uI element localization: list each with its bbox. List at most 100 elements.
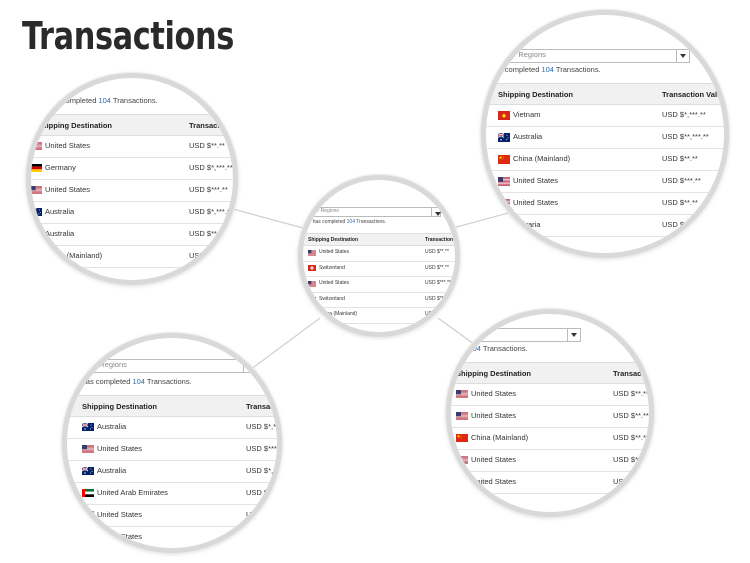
us-flag-icon: [82, 445, 94, 453]
china-flag-icon: [31, 252, 42, 260]
transaction-value: USD $**.**: [662, 154, 698, 163]
transaction-value: USD $**.**: [425, 327, 449, 333]
us-flag-icon: [456, 478, 468, 486]
country-region-dropdown[interactable]: Countries / Regions: [486, 49, 690, 63]
switzerland-flag-icon: [308, 265, 316, 272]
transaction-value: USD $*,***.**: [246, 488, 282, 497]
bulgaria-flag-icon: [498, 220, 510, 230]
table-row: Australia USD $*,***.**: [67, 416, 282, 439]
shipping-destination: United States: [319, 327, 350, 333]
table-row: United States USD $**.**: [303, 245, 455, 262]
shipping-destination: Australia: [513, 132, 543, 141]
us-flag-icon: [456, 390, 468, 398]
shipping-destination: United States: [513, 198, 559, 207]
transaction-value: USD $**.**: [189, 229, 225, 238]
us-flag-icon: [31, 186, 42, 194]
us-flag-icon: [498, 198, 510, 208]
shipping-destination: United States: [45, 185, 91, 194]
australia-flag-icon: [82, 467, 94, 475]
transaction-summary: This supplier has completed 104 Transact…: [299, 219, 387, 225]
table-row: Australia USD $*,***.**: [67, 460, 277, 483]
uae-flag-icon: [82, 489, 94, 497]
table-row: China (Mainland) USD $**.**: [451, 427, 649, 450]
magnifier-bottom-left: Countries / Regions This supplier has co…: [62, 333, 282, 553]
us-flag-icon: [82, 511, 94, 519]
chevron-down-icon: [243, 360, 256, 372]
transaction-summary: This supplier has completed 104 Transact…: [446, 344, 528, 353]
country-region-dropdown[interactable]: Countries / Regions: [67, 359, 257, 373]
shipping-destination: United States: [319, 280, 350, 287]
table-row: Australia USD $**,***.**: [486, 126, 724, 149]
transaction-value: USD $**.**: [662, 220, 698, 229]
transaction-value: USD $**.**: [613, 411, 649, 420]
shipping-destination: Switzerland: [319, 295, 345, 302]
us-flag-icon: [308, 280, 316, 287]
shipping-destination: Bulgaria: [513, 220, 541, 229]
transaction-value: USD $**,***.**: [662, 132, 709, 141]
shipping-destination: United States: [97, 510, 143, 519]
table-row: Germany USD $*,***.**: [31, 157, 233, 180]
chevron-down-icon: [567, 329, 580, 341]
australia-flag-icon: [31, 230, 42, 238]
transaction-value: USD $**.**: [425, 311, 449, 318]
us-flag-icon: [456, 412, 468, 420]
transaction-value: USD $**.**: [425, 249, 449, 255]
transaction-value: USD $**.**: [425, 264, 449, 271]
transaction-value: USD $***.**: [189, 185, 228, 194]
transaction-summary: This supplier has completed 104 Transact…: [481, 65, 601, 74]
shipping-destination: Australia: [97, 422, 127, 431]
chevron-down-icon: [431, 208, 441, 216]
transaction-summary: This supplier has completed 104 Transact…: [62, 377, 192, 386]
shipping-destination: Australia: [45, 207, 75, 216]
australia-flag-icon: [31, 208, 42, 216]
shipping-destination: Vietnam: [513, 110, 541, 119]
transaction-value: USD $*,***.**: [189, 207, 233, 216]
table-row: United States USD $**.**: [486, 192, 724, 215]
vietnam-flag-icon: [498, 110, 510, 120]
shipping-destination: United States: [513, 242, 559, 251]
transaction-value: USD $**.**: [613, 389, 649, 398]
country-region-dropdown[interactable]: Countries / Regions: [451, 328, 581, 342]
transaction-value: USD $*,***.**: [246, 422, 282, 431]
australia-flag-icon: [82, 423, 94, 431]
shipping-destination: China (Mainland): [45, 251, 103, 260]
shipping-destination: China (Mainland): [471, 433, 529, 442]
shipping-destination: China (Mainland): [513, 154, 571, 163]
table-row: United States USD $**.**: [31, 135, 233, 158]
shipping-destination: United States: [45, 141, 91, 150]
switzerland-flag-icon: [308, 296, 316, 303]
shipping-destination: Switzerland: [319, 264, 345, 271]
magnifier-top-right: Countries / Regions This supplier has co…: [481, 10, 729, 258]
shipping-destination: United Arab Emirates: [97, 488, 168, 497]
us-flag-icon: [456, 456, 468, 464]
transaction-value: USD $*,***.**: [662, 110, 706, 119]
transaction-value: USD $**.**: [613, 433, 649, 442]
shipping-destination: United States: [471, 455, 517, 464]
transaction-value: USD $**.**: [613, 477, 649, 486]
transaction-value: USD $**.**: [189, 251, 225, 260]
magnifier-top-left: This supplier has completed 104 Transact…: [26, 73, 238, 285]
table-header: Shipping Destination Transaction Value: [31, 114, 233, 136]
page-title: Transactions: [22, 14, 234, 58]
us-flag-icon: [308, 327, 316, 332]
chevron-down-icon: [676, 50, 689, 62]
table-row: Vietnam USD $*,***.**: [486, 104, 724, 127]
table-row: United States USD $**.**: [451, 383, 649, 406]
table-row: United Arab Emirates USD $*,***.**: [67, 482, 282, 505]
table-row: United States USD $***.**: [67, 438, 282, 461]
table-header: Shipping Destination Transaction Value: [451, 362, 649, 384]
shipping-destination: United States: [97, 444, 143, 453]
germany-flag-icon: [31, 164, 42, 172]
table-header: Shipping Destination Transaction Value: [67, 395, 277, 417]
table-row: China (Mainland) USD $**.**: [31, 245, 233, 268]
australia-flag-icon: [498, 132, 510, 142]
table-row: Australia USD $**.**: [31, 223, 233, 246]
shipping-destination: United States: [471, 411, 517, 420]
shipping-destination: United States: [471, 477, 517, 486]
transaction-value: USD $***.**: [246, 444, 282, 453]
shipping-destination: United States: [319, 249, 350, 255]
table-row: United States USD $**.**: [67, 504, 277, 527]
transaction-value: USD $**.**: [613, 455, 649, 464]
china-flag-icon: [498, 154, 510, 164]
country-region-dropdown[interactable]: Countries / Regions: [303, 207, 441, 217]
